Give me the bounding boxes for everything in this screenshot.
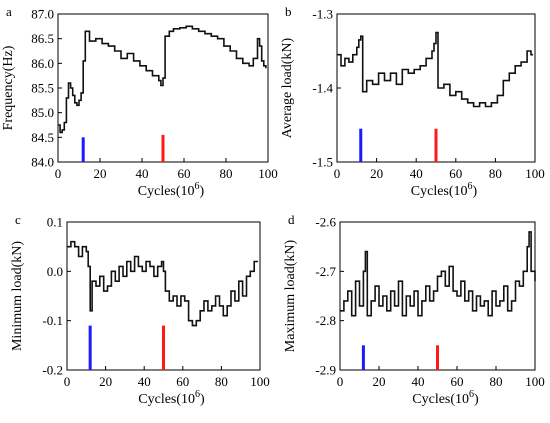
x-tick-label: 0 [64, 374, 71, 389]
x-tick-label: 40 [138, 374, 151, 389]
x-tick-label: 80 [215, 374, 228, 389]
y-tick-label: -1.4 [312, 81, 333, 96]
data-line-a [58, 25, 267, 134]
y-tick-label: 84.0 [31, 155, 54, 170]
y-tick-label: 84.5 [31, 130, 54, 145]
y-tick-label: -0.1 [42, 313, 63, 328]
x-tick-label: 100 [258, 166, 278, 181]
x-axis-label-exponent: 6 [469, 389, 474, 400]
y-tick-label: -2.7 [315, 264, 336, 279]
chart-panel-c: 0 20 40 60 80 100 -0.2 -0.1 0.0 0.1 c Cycles(106) Mi… [10, 212, 270, 407]
x-tick-label: 60 [176, 374, 189, 389]
y-tick-label: 0.1 [47, 215, 63, 230]
y-tick-label: 86.0 [31, 56, 54, 71]
x-axis-label-close: ) [473, 184, 478, 199]
x-tick-label: 40 [136, 166, 149, 181]
data-line-b [337, 31, 533, 108]
x-tick-label: 100 [250, 374, 270, 389]
x-tick-label: 0 [337, 374, 344, 389]
x-tick-label: 80 [220, 166, 233, 181]
y-tick-label: -2.9 [315, 363, 336, 378]
y-tick-label: -1.3 [312, 7, 333, 22]
x-axis-label: Cycles(106) [412, 389, 479, 407]
x-axis-label-exponent: 6 [195, 181, 200, 192]
data-line-c [67, 240, 259, 327]
x-tick-label: 0 [334, 166, 341, 181]
y-tick-label: -1.5 [312, 155, 333, 170]
x-tick-label: 20 [94, 166, 107, 181]
x-axis-label: Cycles(106) [411, 181, 478, 199]
y-tick-label: 87.0 [31, 7, 54, 22]
panel-label: b [285, 4, 292, 19]
x-axis-label-exponent: 6 [468, 181, 473, 192]
y-tick-label: 85.5 [31, 81, 54, 96]
x-tick-label: 40 [410, 166, 423, 181]
chart-panel-d: 0 20 40 60 80 100 -2.9 -2.8 -2.7 -2.6 d Cycles(106)… [283, 212, 545, 407]
x-tick-label: 40 [412, 374, 425, 389]
x-tick-label: 100 [525, 166, 545, 181]
y-tick-label: -2.6 [315, 215, 336, 230]
y-tick-label: 0.0 [47, 264, 63, 279]
x-axis-label: Cycles(106) [138, 389, 205, 407]
x-axis-label-exponent: 6 [195, 389, 200, 400]
x-tick-label: 20 [373, 374, 386, 389]
y-tick-label: -0.2 [42, 363, 63, 378]
y-axis-label: Minimum load(kN) [10, 241, 25, 351]
x-tick-label: 100 [525, 374, 545, 389]
x-tick-label: 20 [99, 374, 112, 389]
x-tick-label: 20 [370, 166, 383, 181]
x-axis-label-close: ) [474, 392, 479, 407]
y-axis-label: Maximum load(kN) [283, 239, 298, 352]
x-axis-label-text: Cycles(10 [138, 184, 195, 199]
x-tick-label: 60 [451, 374, 464, 389]
y-tick-label: 86.5 [31, 31, 54, 46]
chart-panel-b: 0 20 40 60 80 100 -1.5 -1.4 -1.3 b Cycles(106) Aver… [280, 4, 545, 199]
x-axis-label: Cycles(106) [138, 181, 205, 199]
x-axis-label-text: Cycles(10 [411, 184, 468, 199]
x-tick-label: 80 [489, 166, 502, 181]
x-tick-label: 60 [178, 166, 191, 181]
x-tick-label: 80 [490, 374, 503, 389]
x-tick-label: 60 [449, 166, 462, 181]
x-axis-label-close: ) [200, 392, 205, 407]
y-axis-label: Frequency(Hz) [1, 45, 16, 130]
y-axis-label: Average load(kN) [280, 37, 295, 138]
data-line-d [340, 231, 536, 317]
panel-label: c [15, 212, 21, 227]
panel-label: d [288, 212, 295, 227]
x-tick-label: 0 [55, 166, 62, 181]
x-axis-label-text: Cycles(10 [412, 392, 469, 407]
x-axis-label-close: ) [200, 184, 205, 199]
x-axis-label-text: Cycles(10 [138, 392, 195, 407]
y-tick-label: 85.0 [31, 105, 54, 120]
panel-label: a [6, 4, 12, 19]
chart-panel-a: 0 20 40 60 80 100 84.0 84.5 85.0 85.5 86.0 86.5 87.0… [1, 4, 278, 199]
y-tick-label: -2.8 [315, 313, 336, 328]
